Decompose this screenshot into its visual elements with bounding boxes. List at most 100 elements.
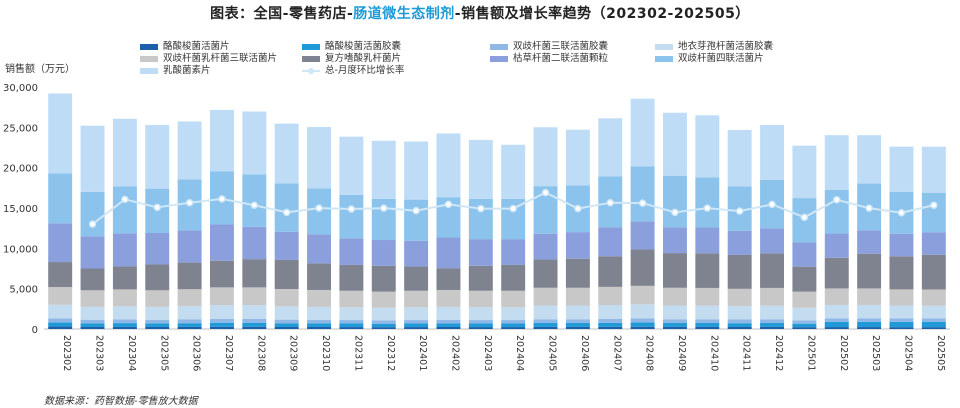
bar-segment — [209, 260, 234, 288]
bar-segment — [145, 306, 170, 320]
bar-segment — [80, 125, 105, 192]
legend-swatch — [302, 43, 320, 50]
title-suffix: -销售额及增长率趋势（202302-202505） — [454, 6, 750, 22]
bar-segment — [792, 323, 817, 328]
bar-segment — [695, 253, 720, 288]
legend-swatch — [490, 55, 508, 62]
bar-segment — [727, 254, 752, 289]
bar-segment — [727, 319, 752, 324]
x-tick-label: 202504 — [902, 335, 913, 371]
bar-segment — [209, 305, 234, 319]
bar-segment — [48, 304, 73, 319]
bar-segment — [695, 177, 720, 228]
growth-point — [833, 196, 841, 204]
bar-segment — [48, 326, 73, 329]
bar-segment — [468, 139, 493, 199]
bar-segment — [274, 288, 299, 307]
bar-segment — [695, 227, 720, 254]
x-tick-label: 202310 — [320, 335, 331, 371]
bar-segment — [177, 326, 202, 329]
bar-segment — [792, 327, 817, 329]
bar-segment — [727, 323, 752, 327]
bar-segment — [824, 135, 849, 191]
bar-segment — [80, 268, 105, 291]
bar-segment — [598, 322, 623, 327]
bar-segment — [565, 232, 590, 259]
bar-segment — [760, 323, 785, 327]
bar-segment — [242, 259, 267, 288]
bar-segment — [598, 118, 623, 177]
x-tick-label: 202305 — [158, 335, 169, 371]
legend-label: 乳酸菌素片 — [163, 65, 211, 76]
bar-segment — [436, 237, 461, 269]
bar-segment — [727, 306, 752, 320]
bar-segment — [307, 306, 332, 320]
bar-segment — [857, 230, 882, 254]
growth-point — [768, 200, 776, 209]
bar-segment — [112, 118, 137, 187]
bar-segment — [339, 320, 364, 324]
bar-segment — [468, 327, 493, 329]
bar-segment — [339, 238, 364, 265]
bar-segment — [242, 322, 267, 327]
bar-segment — [371, 291, 396, 308]
bar-segment — [177, 319, 202, 324]
bar-segment — [242, 111, 267, 175]
x-tick-label: 202403 — [482, 335, 493, 371]
bar-segment — [727, 129, 752, 187]
bar-segment — [824, 321, 849, 328]
bar-segment — [242, 305, 267, 319]
bar-segment — [533, 287, 558, 306]
legend-item: 酪酸梭菌活菌片 — [140, 41, 230, 53]
bar-segment — [209, 326, 234, 329]
bar-segment — [501, 307, 526, 321]
growth-point — [412, 206, 420, 215]
bar-segment — [857, 304, 882, 319]
bar-segment — [921, 321, 946, 328]
legend-item: 总-月度环比增长率 — [302, 65, 404, 77]
bar-segment — [824, 257, 849, 289]
legend-line-swatch — [302, 67, 320, 74]
bar-segment — [889, 327, 914, 329]
bar-segment — [501, 264, 526, 291]
bar-segment — [468, 323, 493, 328]
legend-swatch — [490, 43, 508, 50]
bar-segment — [857, 288, 882, 305]
bar-segment — [533, 323, 558, 327]
bar-segment — [501, 144, 526, 199]
bar-segment — [48, 223, 73, 263]
growth-point — [930, 201, 938, 209]
bar-segment — [533, 259, 558, 288]
bar-segment — [371, 240, 396, 266]
bar-segment — [695, 287, 720, 306]
bar-segment — [145, 264, 170, 291]
growth-point — [347, 205, 356, 213]
bar-segment — [177, 230, 202, 263]
bar-segment — [112, 266, 137, 290]
bar-segment — [436, 197, 461, 238]
x-tick-label: 202304 — [126, 335, 137, 371]
bar-segment — [662, 175, 687, 228]
bar-segment — [468, 239, 493, 266]
legend-swatch — [140, 67, 158, 74]
bar-segment — [824, 318, 849, 322]
bar-segment — [760, 326, 785, 329]
bar-segment — [177, 262, 202, 290]
x-tick-label: 202402 — [449, 335, 460, 371]
x-tick-label: 202302 — [61, 335, 72, 371]
growth-point — [153, 203, 161, 212]
bar-segment — [112, 186, 137, 234]
legend-swatch — [655, 43, 673, 50]
bar-segment — [565, 326, 590, 329]
growth-point — [574, 204, 582, 213]
bar-segment — [177, 289, 202, 307]
growth-point — [638, 199, 647, 207]
bar-segment — [112, 306, 137, 320]
legend-swatch — [302, 55, 320, 62]
x-tick-label: 202303 — [94, 335, 105, 371]
bar-segment — [889, 305, 914, 319]
bar-segment — [824, 233, 849, 258]
bar-segment — [921, 289, 946, 306]
bar-segment — [145, 124, 170, 189]
bar-segment — [760, 305, 785, 320]
